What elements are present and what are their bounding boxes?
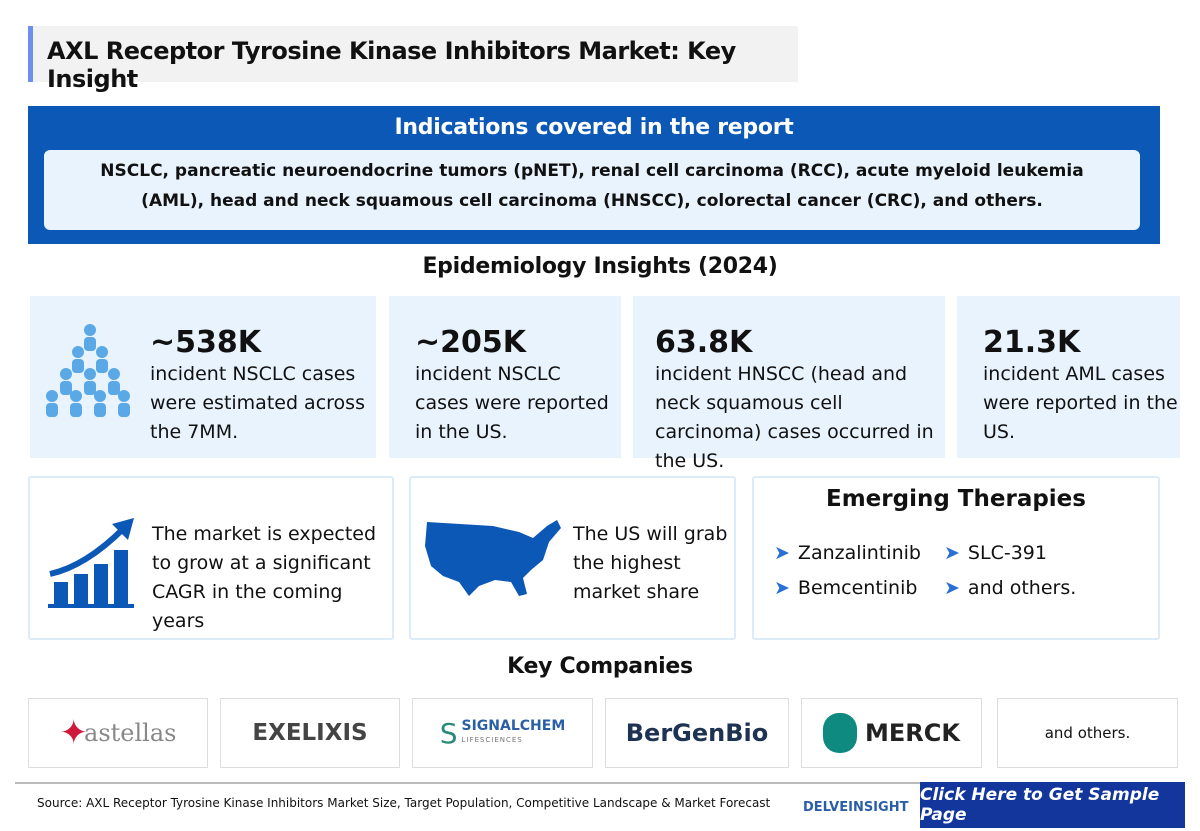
therapy-label: SLC-391 — [967, 542, 1047, 564]
epi-card-2: ~205K incident NSCLC cases were reported… — [389, 296, 621, 458]
us-share-text: The US will grab the highest market shar… — [573, 523, 728, 603]
logo-text: EXELIXIS — [252, 720, 368, 746]
epi-card-1: ~538K incident NSCLC cases were estimate… — [30, 296, 376, 458]
therapy-item: ➤ Bemcentinib — [774, 577, 944, 599]
epi-value: ~205K — [415, 325, 527, 360]
divider — [15, 782, 1185, 784]
logo-text: SIGNALCHEM — [461, 718, 566, 734]
epi-text: incident AML cases were reported in the … — [983, 363, 1178, 443]
chevron-right-icon: ➤ — [774, 542, 790, 564]
therapy-label: and others. — [967, 577, 1077, 599]
indications-panel: Indications covered in the report NSCLC,… — [28, 106, 1160, 244]
therapy-label: Zanzalintinib — [797, 542, 921, 564]
indications-text: NSCLC, pancreatic neuroendocrine tumors … — [44, 150, 1140, 230]
growth-text: The market is expected to grow at a sign… — [152, 523, 377, 632]
therapy-item: ➤ and others. — [944, 577, 1124, 599]
epi-value: 21.3K — [983, 325, 1081, 360]
others-logo-box: and others. — [997, 698, 1178, 768]
source-text: Source: AXL Receptor Tyrosine Kinase Inh… — [37, 796, 771, 810]
epi-text: incident NSCLC cases were reported in th… — [415, 363, 609, 443]
chevron-right-icon: ➤ — [774, 577, 790, 599]
therapies-heading: Emerging Therapies — [826, 486, 1086, 512]
population-icon — [46, 324, 130, 417]
us-share-card: The US will grab the highest market shar… — [409, 476, 736, 640]
exelixis-logo: EXELIXIS — [220, 698, 400, 768]
us-map-icon — [425, 520, 561, 596]
therapies-card: Emerging Therapies ➤ Zanzalintinib ➤ SLC-3… — [752, 476, 1160, 640]
epi-text: incident NSCLC cases were estimated acro… — [150, 363, 365, 443]
therapy-item: ➤ SLC-391 — [944, 542, 1124, 564]
therapy-item: ➤ Zanzalintinib — [774, 542, 944, 564]
page-title: AXL Receptor Tyrosine Kinase Inhibitors … — [28, 26, 798, 93]
sample-page-button[interactable]: Click Here to Get Sample Page — [920, 782, 1185, 828]
growth-chart-icon — [48, 518, 134, 608]
bergenbio-logo: BerGenBio — [605, 698, 789, 768]
epidemiology-heading: Epidemiology Insights (2024) — [422, 254, 778, 279]
epi-card-3: 63.8K incident HNSCC (head and neck squa… — [633, 296, 945, 472]
astellas-logo: ✦ astellas — [28, 698, 208, 768]
logo-text: astellas — [84, 719, 177, 747]
chevron-right-icon: ➤ — [944, 577, 960, 599]
therapy-label: Bemcentinib — [797, 577, 918, 599]
logo-subtext: LIFESCIENCES — [461, 736, 523, 744]
growth-card: The market is expected to grow at a sign… — [28, 476, 394, 640]
epi-text: incident HNSCC (head and neck squamous c… — [655, 363, 934, 472]
logo-text: BerGenBio — [625, 719, 769, 747]
logo-text: MERCK — [865, 719, 960, 747]
chevron-right-icon: ➤ — [944, 542, 960, 564]
merck-logo: MERCK — [801, 698, 982, 768]
epi-card-4: 21.3K incident AML cases were reported i… — [957, 296, 1180, 458]
epi-value: ~538K — [150, 325, 262, 360]
delveinsight-logo: DELVEINSIGHT — [803, 800, 909, 815]
epi-value: 63.8K — [655, 325, 753, 360]
companies-heading: Key Companies — [507, 654, 693, 679]
indications-heading: Indications covered in the report — [394, 115, 794, 140]
signalchem-logo: S SIGNALCHEM LIFESCIENCES — [412, 698, 593, 768]
